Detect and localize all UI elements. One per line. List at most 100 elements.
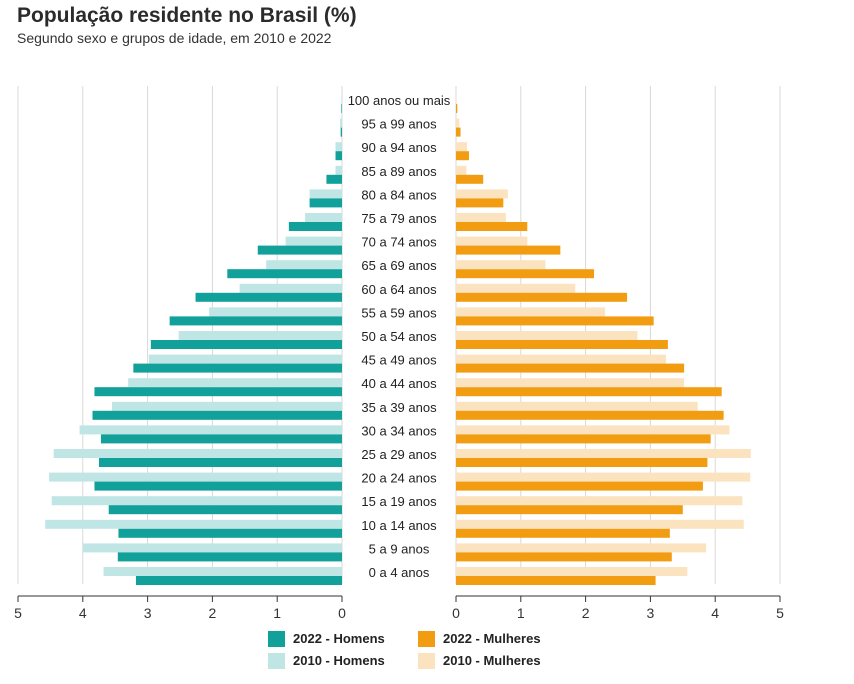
bar-women-2022 xyxy=(456,174,484,184)
age-group-label: 35 a 39 anos xyxy=(361,400,437,415)
bar-women-2010 xyxy=(456,378,685,388)
bar-men-2022 xyxy=(94,481,343,491)
bar-men-2010 xyxy=(51,496,343,506)
age-group-label: 5 a 9 anos xyxy=(369,541,430,556)
bar-men-2010 xyxy=(341,95,342,104)
bar-women-2010 xyxy=(456,213,506,222)
legend-label-men-2022: 2022 - Homens xyxy=(293,631,385,646)
bar-women-2022 xyxy=(456,458,708,467)
x-tick-label-right: 4 xyxy=(711,605,719,621)
age-group-label: 70 a 74 anos xyxy=(361,235,437,250)
bar-men-2010 xyxy=(305,213,342,222)
age-group-label: 95 a 99 anos xyxy=(361,117,437,132)
bar-men-2022 xyxy=(227,269,342,279)
bar-men-2022 xyxy=(133,363,342,373)
age-group-label: 55 a 59 anos xyxy=(361,305,437,320)
bar-men-2022 xyxy=(108,505,342,515)
x-tick-label-left: 4 xyxy=(79,605,87,621)
bar-men-2010 xyxy=(209,307,342,317)
bar-women-2022 xyxy=(456,245,561,255)
bar-women-2022 xyxy=(456,576,656,585)
bar-women-2010 xyxy=(456,260,546,270)
bar-women-2022 xyxy=(456,340,668,349)
legend-swatch-women-2010 xyxy=(418,653,435,669)
bar-men-2010 xyxy=(82,543,343,553)
bar-women-2022 xyxy=(456,292,628,302)
bar-men-2010 xyxy=(49,472,342,482)
chart-title: População residente no Brasil (%) xyxy=(17,4,357,27)
bar-women-2022 xyxy=(456,151,469,161)
age-group-label: 45 a 49 anos xyxy=(361,353,437,368)
age-group-label: 100 anos ou mais xyxy=(348,93,451,108)
bar-men-2010 xyxy=(178,331,342,340)
bar-men-2010 xyxy=(79,425,342,435)
legend-label-women-2010: 2010 - Mulheres xyxy=(443,653,541,668)
age-group-label: 20 a 24 anos xyxy=(361,471,437,486)
age-group-label: 15 a 19 anos xyxy=(361,494,437,509)
bar-women-2010 xyxy=(456,95,457,104)
legend-label-women-2022: 2022 - Mulheres xyxy=(443,631,541,646)
bar-men-2010 xyxy=(128,378,342,388)
age-group-label: 50 a 54 anos xyxy=(361,329,437,344)
bar-women-2010 xyxy=(456,118,460,128)
bar-women-2010 xyxy=(456,543,707,553)
bar-women-2010 xyxy=(456,496,743,506)
bar-men-2022 xyxy=(326,174,342,184)
bar-men-2022 xyxy=(92,410,343,420)
bar-men-2010 xyxy=(103,567,342,576)
bar-women-2010 xyxy=(456,307,606,317)
x-tick-label-left: 1 xyxy=(273,605,281,621)
age-group-label: 10 a 14 anos xyxy=(361,518,437,533)
age-group-label: 60 a 64 anos xyxy=(361,282,437,297)
bar-men-2022 xyxy=(150,340,342,349)
bar-women-2010 xyxy=(456,354,666,364)
x-tick-label-right: 1 xyxy=(517,605,525,621)
legend-swatch-women-2022 xyxy=(418,631,435,647)
legend-swatch-men-2010 xyxy=(268,653,285,669)
bar-women-2010 xyxy=(456,283,576,293)
x-tick-label-right: 3 xyxy=(647,605,655,621)
age-group-label: 75 a 79 anos xyxy=(361,211,437,226)
bar-men-2010 xyxy=(335,165,342,175)
bar-men-2010 xyxy=(111,401,343,411)
x-tick-label-right: 2 xyxy=(582,605,590,621)
bar-women-2022 xyxy=(456,127,461,137)
age-group-label: 80 a 84 anos xyxy=(361,187,437,202)
bar-men-2010 xyxy=(340,118,342,128)
bar-women-2010 xyxy=(456,519,744,529)
bar-men-2010 xyxy=(285,236,342,246)
bar-men-2022 xyxy=(118,528,342,538)
x-tick-label-left: 5 xyxy=(14,605,22,621)
bar-men-2010 xyxy=(53,449,342,458)
bar-women-2010 xyxy=(456,401,698,411)
bar-women-2022 xyxy=(456,481,703,491)
bar-women-2022 xyxy=(456,434,711,444)
bar-men-2022 xyxy=(169,316,342,326)
bar-women-2022 xyxy=(456,316,654,326)
bar-women-2010 xyxy=(456,165,467,175)
bar-women-2022 xyxy=(456,269,595,279)
x-tick-label-right: 5 xyxy=(776,605,784,621)
bar-men-2022 xyxy=(117,552,343,562)
bar-men-2022 xyxy=(135,576,342,585)
age-group-label: 85 a 89 anos xyxy=(361,164,437,179)
x-tick-label-left: 0 xyxy=(338,605,346,621)
bar-men-2022 xyxy=(99,458,342,467)
age-group-label: 65 a 69 anos xyxy=(361,258,437,273)
legend-label-men-2010: 2010 - Homens xyxy=(293,653,385,668)
bar-men-2022 xyxy=(195,292,342,302)
chart-subtitle: Segundo sexo e grupos de idade, em 2010 … xyxy=(17,30,332,46)
bar-women-2022 xyxy=(456,104,458,113)
bar-men-2022 xyxy=(340,127,342,137)
bar-men-2010 xyxy=(148,354,342,364)
x-tick-label-right: 0 xyxy=(452,605,460,621)
x-tick-label-left: 3 xyxy=(144,605,152,621)
x-tick-label-left: 2 xyxy=(209,605,217,621)
bar-men-2010 xyxy=(266,260,342,270)
legend-swatch-men-2022 xyxy=(268,631,285,647)
bar-women-2022 xyxy=(456,222,528,231)
bar-women-2010 xyxy=(456,142,468,152)
bar-women-2010 xyxy=(456,567,688,576)
bar-women-2022 xyxy=(456,198,504,208)
